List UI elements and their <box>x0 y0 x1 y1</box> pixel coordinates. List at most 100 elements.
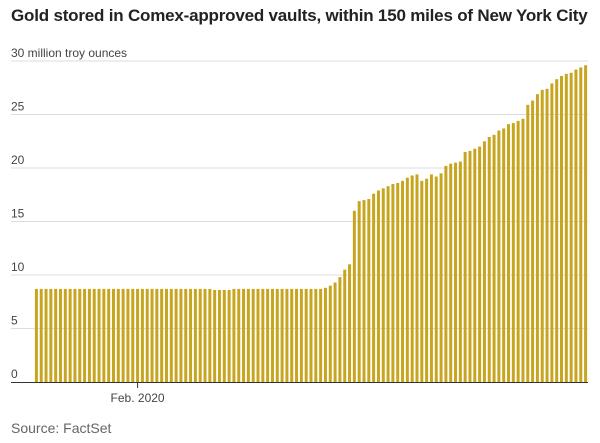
x-axis: Feb. 2020 <box>11 382 588 405</box>
bar <box>463 151 467 382</box>
bar <box>362 200 366 382</box>
bar <box>333 282 337 382</box>
bar <box>203 288 207 382</box>
bar <box>150 288 154 382</box>
bar <box>54 288 58 382</box>
bar <box>290 288 294 382</box>
bar <box>222 289 226 382</box>
y-tick-label: 15 <box>11 207 25 221</box>
bar <box>502 128 506 382</box>
bar <box>179 288 183 382</box>
bar <box>454 162 458 382</box>
bar <box>59 288 62 382</box>
y-tick-label: 10 <box>11 260 25 274</box>
bar <box>140 288 144 382</box>
bar <box>386 186 390 382</box>
bar <box>309 288 313 382</box>
bar <box>92 288 96 382</box>
bar <box>39 288 43 382</box>
bar <box>107 288 111 382</box>
bar <box>444 165 448 382</box>
y-axis-labels: 30 million troy ounces 25 20 15 10 5 0 <box>11 46 127 381</box>
bar <box>68 288 72 382</box>
bar <box>560 75 563 382</box>
bar <box>83 288 87 382</box>
bar <box>511 123 515 382</box>
bar <box>160 288 164 382</box>
bar <box>63 288 67 382</box>
x-tick-label: Feb. 2020 <box>111 391 165 405</box>
bar <box>121 288 125 382</box>
bar <box>410 175 414 382</box>
bar <box>531 100 535 382</box>
bar <box>111 288 115 382</box>
bar <box>328 285 332 382</box>
bar <box>367 199 371 382</box>
bar <box>521 118 525 382</box>
bar <box>213 289 217 382</box>
bar <box>343 269 347 382</box>
bar <box>78 288 82 382</box>
bar <box>49 288 53 382</box>
bar <box>232 288 236 382</box>
bar <box>507 124 511 382</box>
chart-title: Gold stored in Comex-approved vaults, wi… <box>11 6 588 25</box>
bar <box>102 288 106 382</box>
bar <box>545 88 549 382</box>
bar <box>193 288 197 382</box>
bar <box>304 288 308 382</box>
bar <box>338 277 342 382</box>
bar <box>564 73 568 382</box>
bar <box>251 288 255 382</box>
bar <box>473 148 477 382</box>
bar <box>323 287 327 382</box>
bar <box>256 288 260 382</box>
bar <box>227 289 231 382</box>
bar <box>87 288 91 382</box>
bar <box>497 130 501 382</box>
bar <box>299 288 303 382</box>
bar <box>208 288 212 382</box>
bar <box>468 150 472 382</box>
bar <box>246 288 250 382</box>
y-tick-label: 20 <box>11 153 25 167</box>
bar <box>584 65 588 382</box>
bar <box>319 288 323 382</box>
bar <box>478 146 482 382</box>
bar <box>145 288 149 382</box>
bar <box>314 288 318 382</box>
bar <box>482 141 486 382</box>
bar <box>439 173 443 382</box>
bar <box>126 288 130 382</box>
bar <box>425 178 429 382</box>
bar <box>295 288 299 382</box>
bar <box>434 176 438 382</box>
bar <box>280 288 284 382</box>
bar <box>526 104 530 383</box>
bar <box>198 288 202 382</box>
bar <box>449 163 453 382</box>
bar <box>429 174 433 382</box>
source-note: Source: FactSet <box>11 420 112 436</box>
bar <box>189 288 193 382</box>
bar <box>579 67 583 383</box>
bar <box>458 161 462 382</box>
bar <box>492 134 496 382</box>
bar <box>242 288 246 382</box>
bar <box>184 288 188 382</box>
bar <box>116 288 120 382</box>
bars <box>34 65 588 383</box>
bar <box>348 264 352 382</box>
bar <box>405 177 409 382</box>
y-tick-label: 25 <box>11 100 25 114</box>
y-tick-label: 5 <box>11 314 18 328</box>
y-tick-label: 0 <box>11 367 18 381</box>
bar <box>285 288 289 382</box>
bar <box>372 193 376 382</box>
bar <box>391 184 395 382</box>
bar <box>574 69 578 382</box>
bar <box>401 180 405 382</box>
bar <box>270 288 274 382</box>
bar <box>131 288 135 382</box>
bar <box>266 288 270 382</box>
